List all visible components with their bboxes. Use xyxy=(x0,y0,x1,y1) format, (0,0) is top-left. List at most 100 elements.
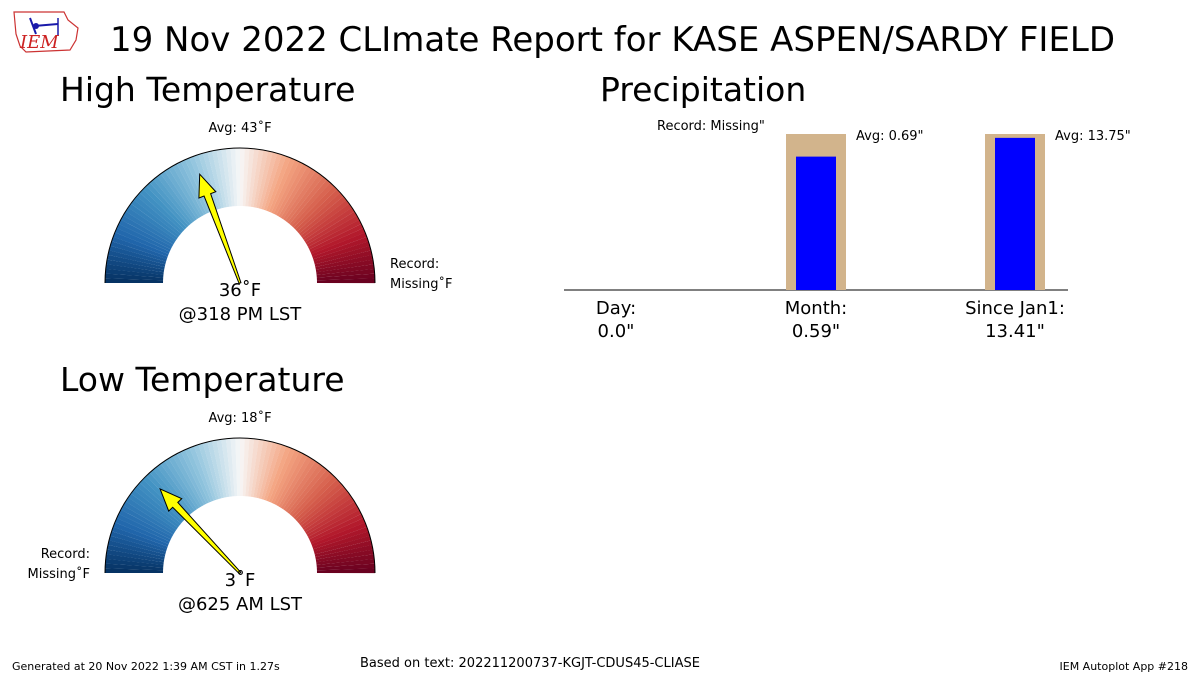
low-temp-gauge-segment xyxy=(313,531,370,552)
low-temp-gauge-segment xyxy=(133,486,182,526)
low-temp-gauge-segment xyxy=(107,540,166,557)
high-temp-gauge-segment xyxy=(168,166,202,218)
high-temp-gauge-segment xyxy=(139,189,185,232)
high-temp-gauge-segment xyxy=(216,149,230,208)
low-temp-gauge-segment xyxy=(202,441,222,499)
low-temp-gauge-segment xyxy=(302,493,352,530)
low-temp-gauge-segment xyxy=(172,453,204,507)
low-temp-gauge-segment xyxy=(285,463,324,513)
low-temp-gauge-segment xyxy=(225,438,235,497)
high-temp-gauge-segment xyxy=(156,173,195,223)
high-temp-gauge-segment xyxy=(276,163,308,217)
high-temp-gauge-segment xyxy=(160,171,197,221)
high-temp-gauge-segment xyxy=(109,245,166,265)
high-temp-gauge-segment xyxy=(113,232,169,257)
high-temp-gauge-segment xyxy=(314,245,372,265)
low-temp-gauge-segment xyxy=(128,493,178,530)
low-temp-gauge-segment xyxy=(105,558,164,568)
low-temp-gauge-segment xyxy=(271,449,300,504)
high-temp-gauge-segment xyxy=(263,154,287,211)
main-title: 19 Nov 2022 CLImate Report for KASE ASPE… xyxy=(109,20,1116,60)
high-temp-gauge-segment xyxy=(242,148,250,207)
precip-category-label: Month: xyxy=(785,298,847,319)
iem-logo: IEM xyxy=(8,6,84,60)
high-temp-gauge-segment xyxy=(315,259,374,273)
low-temp-gauge-segment xyxy=(168,456,202,508)
high-temp-gauge-segment xyxy=(105,273,164,281)
high-temp-gauge-segment xyxy=(149,179,191,226)
high-temp-record-label: Record: xyxy=(390,257,440,272)
low-temp-gauge-segment xyxy=(120,505,174,537)
low-temp-gauge-needle xyxy=(159,487,242,575)
low-temp-gauge-segment xyxy=(316,554,375,566)
low-temp-gauge-segment xyxy=(307,509,362,540)
high-temp-gauge-segment xyxy=(316,278,375,284)
high-temp-gauge-segment xyxy=(107,250,166,267)
iem-logo-graphic xyxy=(13,11,79,53)
high-temp-gauge-segment xyxy=(306,215,360,247)
high-temp-gauge-segment xyxy=(302,203,352,240)
precip-avg-label: Avg: 0.69" xyxy=(856,129,924,144)
high-temp-gauge-segment xyxy=(258,152,278,209)
low-temp-gauge-segment xyxy=(136,482,183,524)
high-temp-gauge-segment xyxy=(118,219,173,250)
low-temp-gauge-segment xyxy=(258,442,278,499)
low-temp-gauge-segment xyxy=(114,518,170,545)
high-temp-gauge-segment xyxy=(130,199,180,238)
high-temp-gauge-segment xyxy=(293,185,338,230)
low-temp-gauge-segment xyxy=(111,526,168,550)
precip-observed-bar xyxy=(796,156,836,290)
precip-chart: Day:0.0" Avg: 0.69" Month:0.59" Avg: 13.75"… xyxy=(564,129,1131,342)
high-temp-gauge-segment xyxy=(273,161,304,216)
low-temp-gauge-segment xyxy=(266,446,291,502)
low-temp-gauge-segment xyxy=(105,554,164,565)
high-temp-gauge-segment xyxy=(313,241,370,262)
high-temp-gauge-segment xyxy=(211,150,227,208)
low-temp-gauge-segment xyxy=(261,443,282,500)
high-temp-gauge-segment xyxy=(105,264,164,275)
high-temp-gauge-segment xyxy=(146,182,189,228)
high-temp-gauge-segment xyxy=(164,168,200,220)
low-temp-gauge-segment xyxy=(235,438,241,497)
low-temp-gauge-segment xyxy=(278,456,312,508)
low-temp-gauge-segment xyxy=(156,463,195,513)
low-temp-gauge-segment xyxy=(176,451,207,506)
precip-category-value: 0.59" xyxy=(792,321,840,342)
high-temp-gauge-segment xyxy=(180,159,209,214)
low-temp-gauge-segment xyxy=(316,563,375,571)
high-temp-gauge-segment xyxy=(314,250,373,268)
low-temp-gauge-segment xyxy=(273,451,304,506)
low-temp-gauge-segment xyxy=(245,438,255,497)
high-temp-gauge-segment xyxy=(310,228,366,255)
low-temp-gauge-segment xyxy=(105,563,164,571)
high-temp-gauge-segment xyxy=(235,148,241,207)
high-temp-gauge-segment xyxy=(114,228,170,255)
high-temp-gauge-segment xyxy=(120,215,174,247)
low-temp-gauge-segment xyxy=(314,540,373,558)
high-temp-gauge-segment xyxy=(106,259,165,273)
low-temp-gauge-segment xyxy=(276,453,308,507)
low-temp-gauge-segment xyxy=(298,486,347,526)
high-temp-gauge-segment xyxy=(311,232,367,257)
low-temp-gauge-segment xyxy=(230,438,238,497)
high-temp-gauge-needle xyxy=(198,172,242,284)
low-temp-gauge-segment xyxy=(149,469,191,516)
low-temp-value: 3˚F xyxy=(224,570,256,591)
high-temp-gauge-segment xyxy=(116,223,171,252)
low-temp-gauge-segment xyxy=(193,444,217,501)
high-temp-gauge-segment xyxy=(240,148,245,207)
low-temp-gauge-segment xyxy=(250,439,264,498)
high-temp-gauge-segment xyxy=(107,254,165,270)
low-temp-gauge-segment xyxy=(305,501,357,535)
low-temp-gauge-segment xyxy=(263,444,287,501)
low-temp-gauge-segment xyxy=(153,466,193,515)
high-temp-gauge-segment xyxy=(285,173,324,223)
low-temp-gauge-outline xyxy=(104,437,376,574)
high-temp-gauge-segment xyxy=(312,236,369,260)
high-temp-gauge xyxy=(104,147,376,284)
high-temp-time: @318 PM LST xyxy=(178,304,302,325)
low-temp-gauge-segment xyxy=(287,466,327,515)
precip-record-label: Record: Missing" xyxy=(657,119,765,134)
high-temp-gauge-segment xyxy=(110,241,167,262)
low-temp-gauge-segment xyxy=(311,522,367,547)
